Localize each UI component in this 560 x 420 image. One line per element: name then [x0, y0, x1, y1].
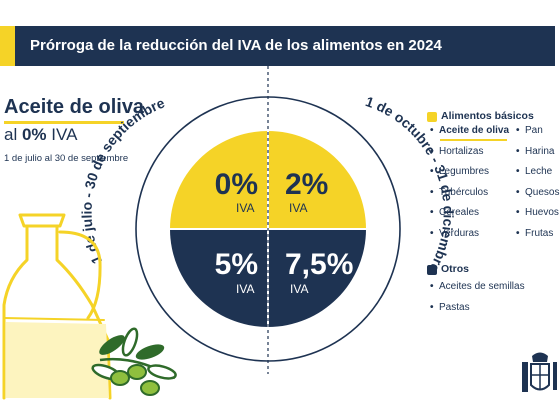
rate-bottom-right: 7,5% [285, 248, 353, 281]
list-item-label: Pan [525, 125, 543, 136]
list-item-label: Aceites de semillas [439, 281, 525, 292]
oil-fill [6, 322, 109, 398]
bullet-icon: • [430, 186, 434, 198]
list-item-label: Leche [525, 166, 553, 178]
title-underline [4, 121, 124, 124]
subtitle-rate: 0% [21, 125, 47, 144]
bullet-icon: • [430, 281, 434, 292]
legend-basic-title: Alimentos básicos [441, 110, 534, 122]
list-item-label: Pastas [439, 301, 470, 313]
iva-top-right: IVA [289, 201, 307, 215]
bullet-icon: • [430, 125, 434, 136]
bullet-icon: • [516, 125, 520, 136]
bullet-icon: • [516, 166, 520, 178]
bullet-icon: • [430, 207, 434, 219]
subtitle-prefix: al [4, 125, 22, 144]
bullet-icon: • [516, 186, 520, 198]
product-subtitle: al 0% IVA [4, 125, 77, 145]
legend-basic-swatch [427, 112, 437, 122]
list-item: • Aceites de semillas [430, 281, 525, 293]
list-item-label: Quesos [525, 186, 560, 198]
rate-bottom-left: 5% [215, 248, 258, 281]
iva-bottom-right: IVA [290, 282, 308, 296]
legend-others-swatch [427, 265, 437, 275]
list-item: • Verduras [430, 228, 479, 240]
coat-of-arms-icon [522, 352, 557, 392]
list-item: • Pan [516, 125, 543, 137]
bullet-icon: • [516, 145, 520, 157]
list-item: • Frutas [516, 228, 553, 240]
list-item: • Hortalizas [430, 146, 483, 158]
bullet-icon: • [516, 207, 520, 219]
header-banner: Prórroga de la reducción del IVA de los … [0, 26, 555, 66]
list-item: • Pastas [430, 302, 470, 314]
list-item: • Quesos [516, 187, 559, 199]
list-item: • Aceite de oliva [430, 125, 509, 137]
subtitle-suffix: IVA [46, 125, 78, 144]
rate-top-left: 0% [215, 168, 258, 201]
olive-branch-icon [91, 327, 177, 396]
list-item: • Harina [516, 146, 554, 158]
bullet-icon: • [516, 228, 520, 239]
bullet-icon: • [430, 228, 434, 239]
bullet-icon: • [430, 301, 434, 313]
iva-bottom-left: IVA [236, 282, 254, 296]
list-item-label: Aceite de oliva [439, 125, 510, 136]
list-item: • Tubérculos [430, 187, 488, 199]
highlight-underline [440, 139, 507, 141]
header-accent-bar [0, 26, 15, 66]
oil-bottle-icon [2, 213, 112, 400]
list-item-label: Tubérculos [439, 186, 489, 198]
rate-top-right: 2% [285, 168, 328, 201]
list-item: • Cereales [430, 207, 479, 219]
list-item-label: Legumbres [439, 166, 490, 178]
product-title: Aceite de oliva [4, 96, 145, 118]
list-item-label: Hortalizas [439, 145, 484, 157]
list-item-label: Huevos [525, 207, 559, 219]
list-item: • Huevos [516, 207, 559, 219]
page-title: Prórroga de la reducción del IVA de los … [30, 37, 442, 54]
iva-top-left: IVA [236, 201, 254, 215]
list-item-label: Verduras [439, 228, 480, 239]
list-item-label: Harina [525, 145, 555, 157]
list-item: • Leche [516, 166, 552, 178]
list-item-label: Cereales [439, 207, 480, 219]
bullet-icon: • [430, 166, 434, 178]
list-item-label: Frutas [525, 228, 554, 239]
quadrant-bottom-left [170, 229, 268, 327]
list-item: • Legumbres [430, 166, 489, 178]
bullet-icon: • [430, 145, 434, 157]
quadrant-top-right [268, 131, 366, 229]
legend-others-title: Otros [441, 263, 470, 275]
quadrant-bottom-right [268, 229, 366, 327]
product-dates: 1 de julio al 30 de septiembre [4, 153, 129, 164]
quadrant-top-left [170, 131, 268, 229]
